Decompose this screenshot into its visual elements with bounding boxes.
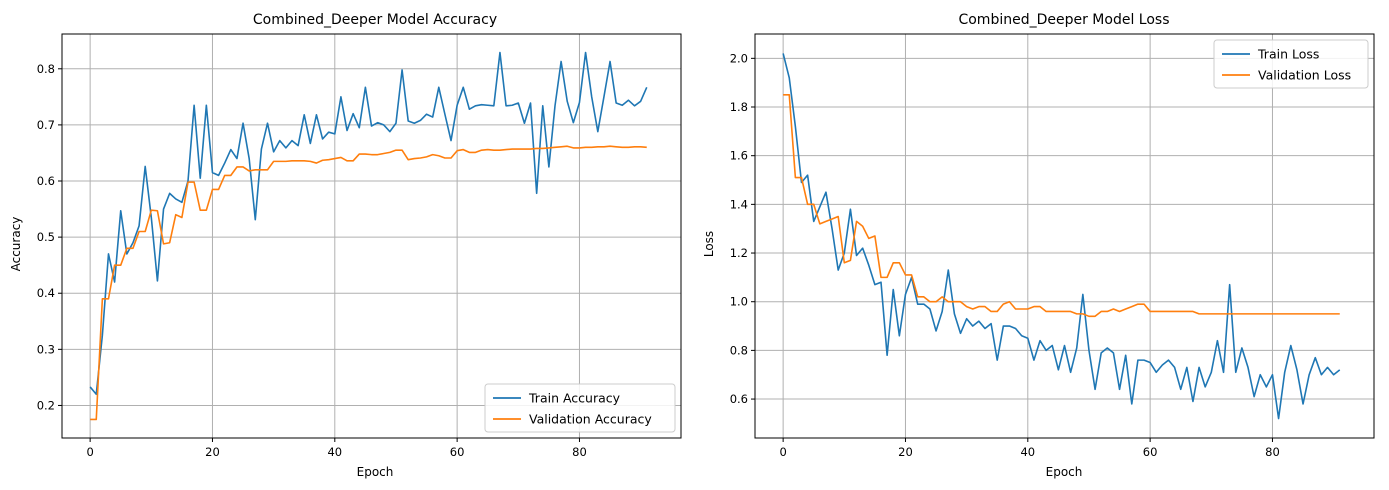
loss-axes-frame xyxy=(754,33,1375,439)
loss-y-tick-label: 1.6 xyxy=(730,149,748,163)
accuracy-legend: Train Accuracy Validation Accuracy xyxy=(484,383,676,433)
accuracy-series-validation-line xyxy=(90,145,647,421)
accuracy-y-tick-label: 0.6 xyxy=(37,174,55,188)
loss-y-axis-label: Loss xyxy=(702,231,716,257)
loss-y-tick-label: 1.4 xyxy=(730,197,748,211)
loss-plot-area: 0 20 40 60 80 0.6 0.8 1.0 1.2 1.4 1.6 1.8 2.0 xyxy=(730,33,1375,459)
loss-legend-label: Validation Loss xyxy=(1258,68,1351,83)
loss-legend: Train Loss Validation Loss xyxy=(1213,39,1369,89)
loss-y-tick-label: 1.2 xyxy=(730,246,748,260)
accuracy-x-tick-label: 20 xyxy=(205,445,220,459)
accuracy-axes-frame xyxy=(61,33,682,439)
loss-series-train-line xyxy=(782,53,1341,420)
loss-chart-title: Combined_Deeper Model Loss xyxy=(958,12,1169,28)
loss-legend-label: Train Loss xyxy=(1257,47,1319,62)
accuracy-legend-label: Train Accuracy xyxy=(528,391,621,406)
accuracy-y-tick-label: 0.2 xyxy=(37,398,55,412)
loss-x-axis-label: Epoch xyxy=(1046,465,1083,479)
accuracy-legend-label: Validation Accuracy xyxy=(529,412,652,427)
loss-series-validation-line xyxy=(783,94,1340,318)
accuracy-y-axis-label: Accuracy xyxy=(9,217,23,272)
loss-y-tick-label: 1.8 xyxy=(730,100,748,114)
loss-y-tick-label: 1.0 xyxy=(730,295,748,309)
loss-x-tick-label: 40 xyxy=(1020,445,1035,459)
loss-y-tick-label: 0.6 xyxy=(730,392,748,406)
accuracy-x-tick-label: 80 xyxy=(572,445,587,459)
accuracy-plot-area: 0 20 40 60 80 0.2 0.3 0.4 0.5 0.6 0.7 0.8 xyxy=(37,33,682,459)
accuracy-y-tick-label: 0.3 xyxy=(37,342,55,356)
accuracy-chart-title: Combined_Deeper Model Accuracy xyxy=(253,12,497,28)
accuracy-x-axis-label: Epoch xyxy=(357,465,394,479)
loss-x-tick-label: 20 xyxy=(898,445,913,459)
loss-legend-box xyxy=(1213,39,1369,89)
accuracy-legend-box xyxy=(484,383,676,433)
loss-x-tick-label: 0 xyxy=(779,445,786,459)
accuracy-y-tick-label: 0.5 xyxy=(37,230,55,244)
accuracy-y-tick-label: 0.7 xyxy=(37,118,55,132)
accuracy-series-train-line xyxy=(89,51,648,396)
accuracy-chart: Combined_Deeper Model Accuracy Epoch Acc… xyxy=(9,12,682,479)
loss-x-tick-label: 80 xyxy=(1265,445,1280,459)
accuracy-x-tick-label: 0 xyxy=(86,445,93,459)
loss-chart: Combined_Deeper Model Loss Epoch Loss 0 2… xyxy=(702,12,1375,479)
accuracy-y-tick-label: 0.8 xyxy=(37,62,55,76)
loss-x-tick-label: 60 xyxy=(1143,445,1158,459)
accuracy-x-tick-label: 40 xyxy=(327,445,342,459)
accuracy-x-tick-label: 60 xyxy=(450,445,465,459)
loss-y-tick-label: 0.8 xyxy=(730,343,748,357)
accuracy-y-tick-label: 0.4 xyxy=(37,286,55,300)
loss-y-tick-label: 2.0 xyxy=(730,51,748,65)
